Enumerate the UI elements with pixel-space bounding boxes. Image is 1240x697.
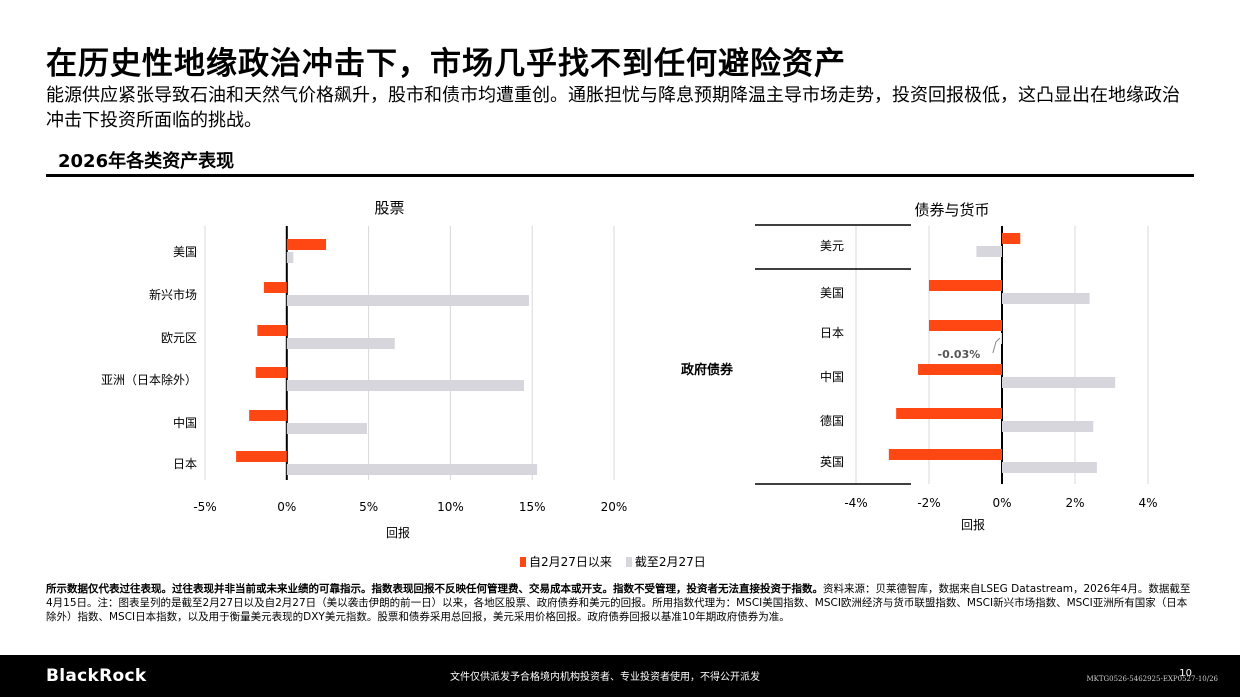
x-tick-label-0-1: 0% (277, 500, 296, 514)
x-tick-label-0-4: 15% (519, 500, 546, 514)
x-tick-label-1-2: 0% (992, 496, 1011, 510)
bar-0-1-1 (286, 295, 529, 306)
category-label-0-1: 新兴市场 (149, 287, 197, 302)
group-label-government-bonds: 政府债券 (681, 362, 734, 378)
footnote: 所示数据仅代表过往表现。过往表现并非当前或未来业绩的可靠指示。指数表现回报不反映… (46, 582, 1196, 624)
chart-title-0: 股票 (374, 199, 404, 217)
category-label-0-2: 欧元区 (161, 331, 197, 345)
x-axis-label-1: 回报 (961, 517, 985, 532)
bar-0-4-1 (286, 423, 367, 434)
bar-1-5-0 (888, 449, 1002, 460)
bar-1-1-0 (929, 280, 1002, 291)
x-tick-label-0-5: 20% (601, 500, 628, 514)
footer-bar: BlackRock 文件仅供派发予合格境内机构投资者、专业投资者使用，不得公开派… (0, 655, 1240, 697)
x-tick-label-1-4: 4% (1138, 496, 1157, 510)
bar-1-4-1 (1002, 421, 1094, 432)
category-label-0-5: 日本 (173, 457, 197, 471)
x-tick-label-0-2: 5% (359, 500, 378, 514)
bar-0-0-1 (286, 252, 294, 263)
page-number: 10 (1179, 668, 1192, 679)
bar-1-0-0 (1002, 233, 1021, 244)
footer-disclaimer: 文件仅供派发予合格境内机构投资者、专业投资者使用，不得公开派发 (450, 672, 760, 683)
page-subtitle: 能源供应紧张导致石油和天然气价格飙升，股市和债市均遭重创。通胀担忧与降息预期降温… (46, 85, 1180, 131)
legend-label-to: 截至2月27日 (634, 555, 706, 569)
footnote-bold: 所示数据仅代表过往表现。过往表现并非当前或未来业绩的可靠指示。指数表现回报不反映… (46, 583, 823, 595)
blackrock-logo: BlackRock (46, 666, 147, 686)
category-label-1-2: 日本 (820, 326, 844, 340)
bar-1-4-0 (896, 408, 1002, 419)
x-tick-label-1-3: 2% (1065, 496, 1084, 510)
bar-0-3-0 (255, 367, 287, 378)
category-label-1-4: 德国 (820, 413, 844, 428)
asset-performance-charts: 股票-5% 0% 5% 10% 15% 20%回报美国新兴市场欧元区亚洲（日本除外）中国日… (101, 199, 1158, 540)
category-label-1-3: 中国 (820, 369, 844, 384)
bar-1-2-1 (1000, 333, 1002, 344)
x-tick-label-1-0: -4% (844, 496, 867, 510)
legend-swatch-since (520, 557, 526, 567)
x-tick-label-0-0: -5% (193, 500, 216, 514)
bar-0-4-0 (249, 410, 287, 421)
category-label-0-4: 中国 (173, 415, 197, 430)
x-tick-label-0-3: 10% (437, 500, 464, 514)
chart-title-1: 债券与货币 (914, 201, 989, 219)
bar-1-1-1 (1002, 293, 1090, 304)
category-label-1-0: 美元 (820, 239, 844, 253)
category-label-1-5: 英国 (820, 455, 844, 469)
category-label-0-3: 亚洲（日本除外） (101, 372, 197, 387)
bar-0-2-0 (257, 325, 287, 336)
section-title: 2026年各类资产表现 (58, 151, 235, 172)
legend-label-since: 自2月27日以来 (529, 555, 612, 569)
bar-1-2-0 (929, 320, 1002, 331)
x-axis-label-0: 回报 (386, 525, 410, 540)
bar-0-5-1 (286, 464, 538, 475)
section-divider (46, 174, 1194, 177)
document-code: MKTG0526-5462925-EXP0527-10/26 (1086, 675, 1218, 683)
bar-0-1-0 (263, 282, 287, 293)
bar-1-3-1 (1002, 377, 1116, 388)
bar-1-0-1 (976, 246, 1002, 257)
category-label-1-1: 美国 (820, 286, 844, 300)
bar-0-0-0 (286, 239, 327, 250)
bar-0-3-1 (286, 380, 525, 391)
legend-item-since: 自2月27日以来 (520, 553, 612, 570)
footnote-text: 资料来源：贝莱德智库，数据来自LSEG Datastream，2026年4月。数… (46, 583, 1191, 623)
bar-1-3-0 (918, 364, 1002, 375)
legend-item-to: 截至2月27日 (625, 553, 706, 570)
bar-0-2-1 (286, 338, 395, 349)
annotation-leader-line (992, 337, 1001, 354)
x-tick-label-1-1: -2% (917, 496, 940, 510)
chart-legend: 自2月27日以来 截至2月27日 (520, 553, 706, 570)
bar-1-5-1 (1002, 462, 1097, 473)
legend-swatch-to (625, 557, 632, 567)
annotation-label: -0.03% (938, 348, 981, 361)
category-label-0-0: 美国 (173, 245, 197, 259)
bar-0-5-0 (236, 451, 287, 462)
page-title: 在历史性地缘政治冲击下，市场几乎找不到任何避险资产 (46, 46, 846, 82)
